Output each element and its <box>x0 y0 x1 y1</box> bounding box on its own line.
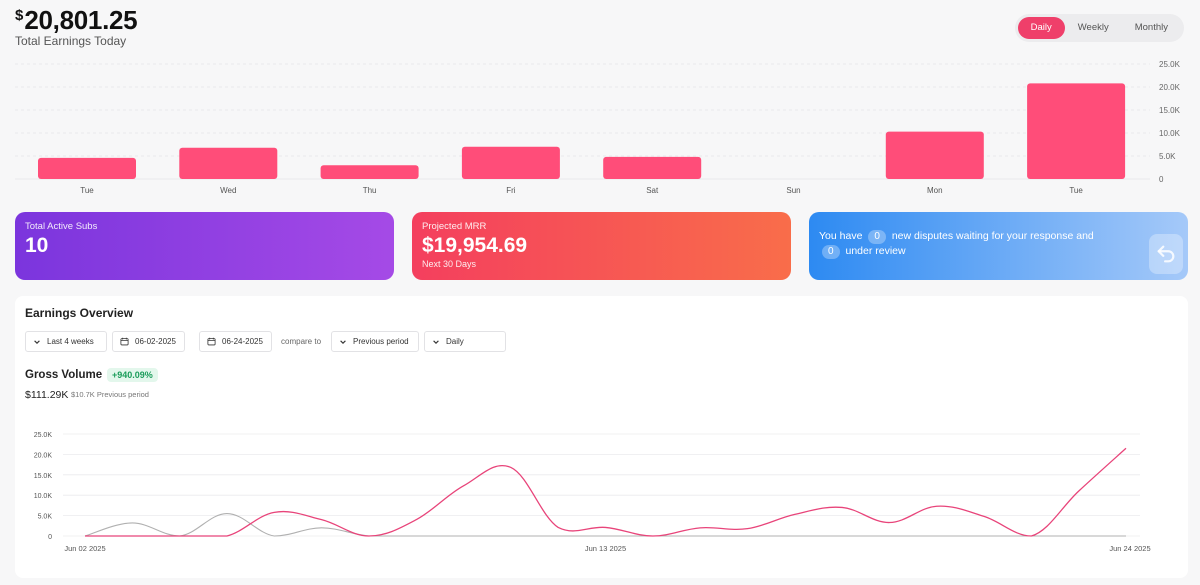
x-tick-label: Sun <box>786 186 800 195</box>
calendar-icon <box>120 337 129 346</box>
currency-symbol: $ <box>15 7 24 24</box>
projected-mrr-label: Projected MRR <box>422 221 487 232</box>
compare-select[interactable]: Previous period <box>331 331 419 352</box>
chevron-down-icon <box>433 339 439 344</box>
x-tick-label: Tue <box>80 186 94 195</box>
x-tick-label: Jun 02 2025 <box>64 544 105 553</box>
y-tick-label: 25.0K <box>1159 60 1181 69</box>
x-tick-label: Mon <box>927 186 943 195</box>
interval-select[interactable]: Daily <box>424 331 506 352</box>
y-tick-label: 5.0K <box>1159 152 1176 161</box>
disputes-text-after: under review <box>845 245 906 257</box>
chevron-down-icon <box>34 339 40 344</box>
daily-earnings-bar-chart: 0 5.0K 10.0K 15.0K 20.0K 25.0K Tue Wed Thu Fri Sat… <box>15 60 1181 195</box>
x-tick-label: Jun 24 2025 <box>1109 544 1150 553</box>
interval-select-value: Daily <box>446 337 464 346</box>
under-review-count: 0 <box>822 245 840 259</box>
start-date-value: 06-02-2025 <box>135 337 176 346</box>
start-date-input[interactable]: 06-02-2025 <box>112 331 185 352</box>
total-earnings-subtitle: Total Earnings Today <box>15 34 127 48</box>
range-select-value: Last 4 weeks <box>47 337 94 346</box>
active-subs-label: Total Active Subs <box>25 221 98 232</box>
bar <box>461 146 560 179</box>
x-tick-label: Wed <box>220 186 236 195</box>
reply-icon[interactable] <box>1149 234 1183 274</box>
disputes-text-middle: new disputes waiting for your response a… <box>891 230 1094 242</box>
y-tick-label: 15.0K <box>34 473 53 480</box>
gross-volume-line-chart: 0 5.0K 10.0K 15.0K 20.0K 25.0K Jun 02 2025 Jun … <box>34 432 1151 553</box>
x-tick-label: Fri <box>506 186 516 195</box>
y-tick-label: 0 <box>1159 175 1164 184</box>
x-tick-label: Thu <box>363 186 377 195</box>
bar <box>38 157 136 179</box>
earnings-overview-title: Earnings Overview <box>25 306 134 320</box>
compare-to-label: compare to <box>281 337 322 346</box>
y-tick-label: 0 <box>48 534 52 541</box>
chevron-down-icon <box>340 339 346 344</box>
projected-mrr-value: $19,954.69 <box>422 234 528 257</box>
period-toggle: Daily Weekly Monthly <box>1014 14 1184 42</box>
bar <box>885 131 984 179</box>
gross-volume-previous: $10.7K Previous period <box>71 390 149 399</box>
active-subs-value: 10 <box>25 234 49 257</box>
projected-mrr-sub: Next 30 Days <box>422 259 477 269</box>
bar <box>603 156 702 179</box>
total-earnings: $ 20,801.25 <box>15 5 138 35</box>
y-tick-label: 5.0K <box>38 514 53 521</box>
period-weekly-button[interactable]: Weekly <box>1077 22 1109 33</box>
end-date-value: 06-24-2025 <box>222 337 263 346</box>
x-tick-label: Jun 13 2025 <box>585 544 626 553</box>
bar <box>179 147 278 179</box>
active-subs-card: Total Active Subs 10 <box>15 212 394 280</box>
total-earnings-amount: 20,801.25 <box>24 5 138 35</box>
disputes-text: You have 0 new disputes waiting for your… <box>819 229 1119 259</box>
period-daily-button[interactable]: Daily <box>1017 17 1065 39</box>
y-tick-label: 20.0K <box>1159 83 1181 92</box>
end-date-input[interactable]: 06-24-2025 <box>199 331 272 352</box>
new-disputes-count: 0 <box>868 230 886 244</box>
header: $ 20,801.25 Total Earnings Today <box>15 5 138 48</box>
projected-mrr-card: Projected MRR $19,954.69 Next 30 Days <box>412 212 791 280</box>
period-monthly-button[interactable]: Monthly <box>1134 22 1168 33</box>
current-period-line <box>85 447 1127 537</box>
y-tick-label: 15.0K <box>1159 106 1181 115</box>
compare-select-value: Previous period <box>353 337 409 346</box>
bar <box>320 165 419 179</box>
x-tick-label: Sat <box>646 186 659 195</box>
calendar-icon <box>207 337 216 346</box>
disputes-card[interactable]: You have 0 new disputes waiting for your… <box>809 212 1188 280</box>
y-tick-label: 10.0K <box>1159 129 1181 138</box>
y-tick-label: 25.0K <box>34 432 53 439</box>
earnings-overview-panel: Earnings Overview Last 4 weeks 06-02-202… <box>15 296 1188 578</box>
gross-volume-change-badge: +940.09% <box>107 368 158 382</box>
y-tick-label: 20.0K <box>34 452 53 459</box>
x-tick-label: Tue <box>1069 186 1083 195</box>
gross-volume-title: Gross Volume <box>25 369 103 381</box>
range-select[interactable]: Last 4 weeks <box>25 331 107 352</box>
disputes-text-before: You have <box>819 230 863 242</box>
bar <box>1027 83 1126 179</box>
previous-period-line <box>84 513 1126 537</box>
gross-volume-value: $111.29K <box>25 389 69 401</box>
y-tick-label: 10.0K <box>34 493 53 500</box>
